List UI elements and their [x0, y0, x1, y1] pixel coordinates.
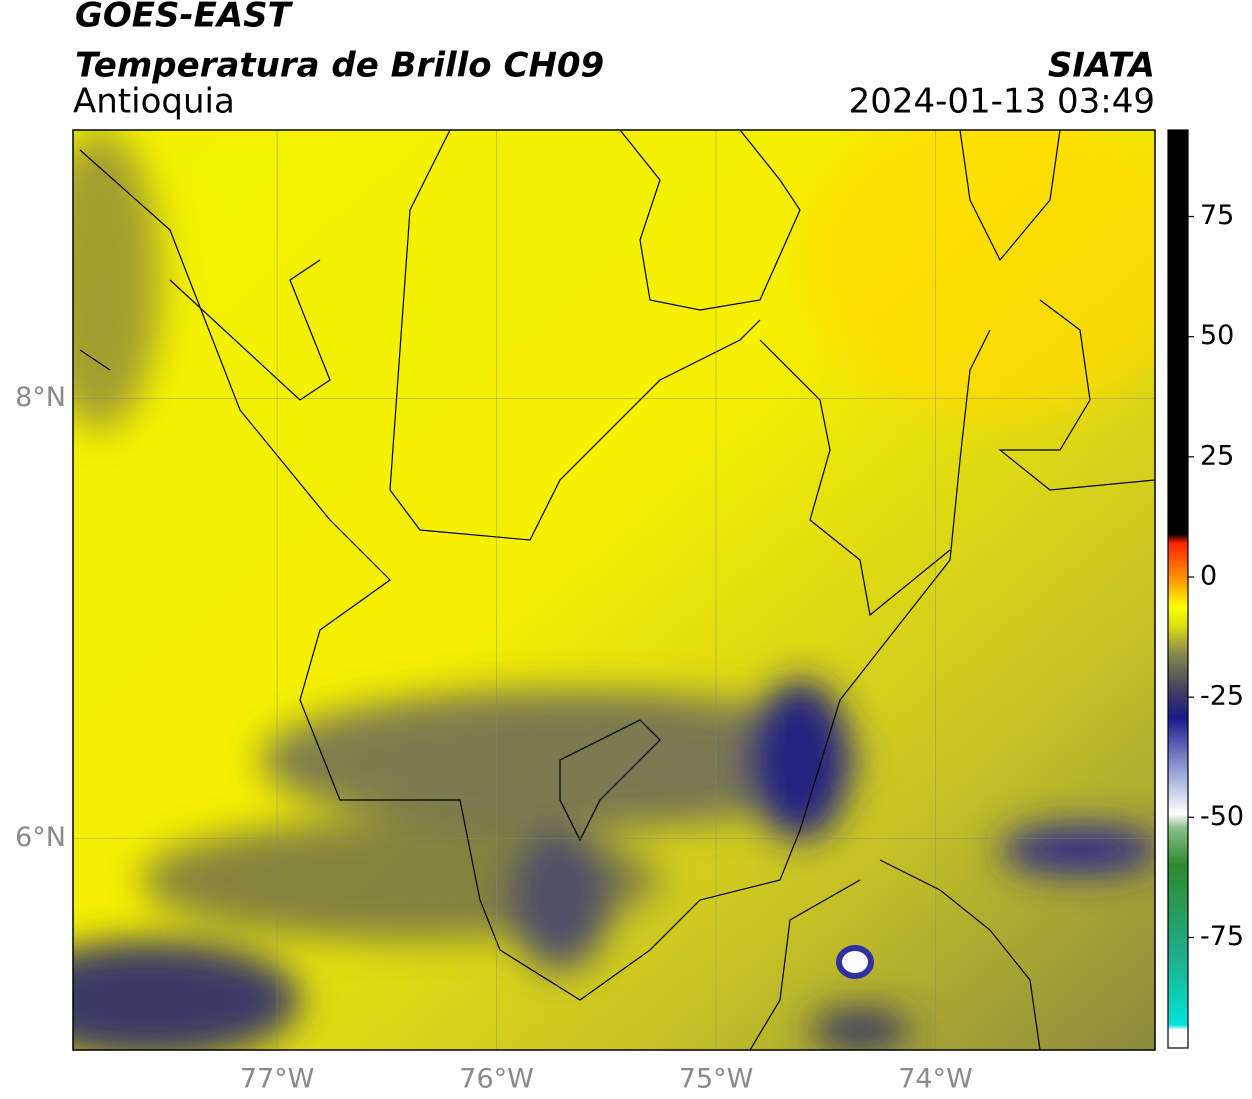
- colorbar-tick-label: -50: [1200, 801, 1244, 832]
- colorbar-tick-label: 50: [1200, 320, 1234, 351]
- x-tick-label: 77°W: [240, 1064, 315, 1095]
- y-tick-label: 6°N: [15, 822, 66, 853]
- region: Antioquia: [73, 82, 235, 122]
- cold-core: [836, 945, 874, 979]
- x-tick-label: 75°W: [679, 1064, 754, 1095]
- cloud-field: [73, 130, 1155, 1050]
- satellite-title: GOES-EAST: [75, 0, 294, 36]
- colorbar-tick-label: -75: [1200, 921, 1244, 952]
- colorbar-tick-label: 0: [1200, 560, 1217, 591]
- x-tick-label: 74°W: [898, 1064, 973, 1095]
- colorbar-tick-label: -25: [1200, 681, 1244, 712]
- source: SIATA: [1048, 46, 1155, 86]
- product-title: Temperatura de Brillo CH09: [75, 46, 604, 86]
- colorbar-tick-label: 25: [1200, 440, 1234, 471]
- grid: [73, 130, 1155, 1050]
- x-tick-label: 76°W: [459, 1064, 534, 1095]
- y-tick-label: 8°N: [15, 382, 66, 413]
- map-image: [73, 130, 1155, 1050]
- datetime: 2024-01-13 03:49: [849, 82, 1155, 122]
- boundaries: [79, 130, 1155, 1050]
- colorbar-tick-label: 75: [1200, 200, 1234, 231]
- colorbar: [1167, 129, 1189, 1049]
- map-frame: [72, 129, 1156, 1051]
